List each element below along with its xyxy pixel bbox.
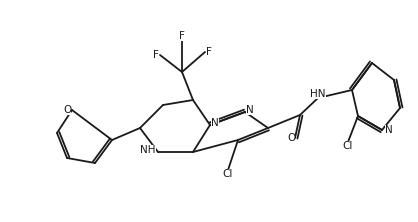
Text: HN: HN [310,89,326,99]
Text: NH: NH [140,145,156,155]
Text: N: N [385,125,393,135]
Text: F: F [206,47,212,57]
Text: O: O [63,105,71,115]
Text: F: F [153,50,159,60]
Text: N: N [211,118,219,128]
Text: F: F [179,31,185,41]
Text: O: O [287,133,295,143]
Text: N: N [246,105,254,115]
Text: Cl: Cl [223,169,233,179]
Text: Cl: Cl [343,141,353,151]
